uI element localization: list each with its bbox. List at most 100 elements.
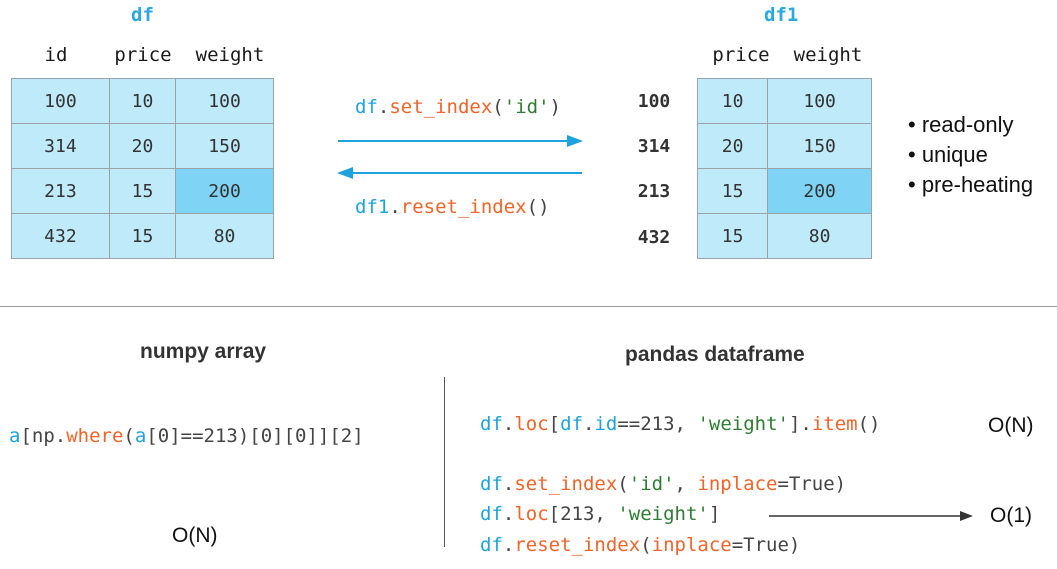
list-item: • read-only	[908, 112, 1014, 137]
code-token: ,	[674, 473, 698, 495]
code-token: df	[480, 503, 503, 525]
df1-col-price: price	[712, 44, 770, 66]
table-cell: 15	[108, 213, 177, 259]
code-token: ()	[526, 196, 550, 218]
transform-arrows	[337, 135, 583, 179]
table-row: 100 10 100	[11, 78, 274, 124]
table-row: 10 100	[696, 78, 872, 124]
df1-index-label: 314	[637, 136, 671, 157]
code-token: [213,	[548, 503, 618, 525]
code-token: loc	[514, 413, 549, 435]
list-item: • pre-heating	[908, 172, 1034, 197]
table-cell: 10	[108, 78, 177, 124]
pandas-line1-complexity: O(N)	[988, 414, 1034, 437]
table-cell: 213	[11, 168, 110, 214]
df1-table: 10 100 20 150 15 200 15 80	[696, 78, 872, 259]
code-token: .	[583, 413, 595, 435]
code-token: item	[811, 413, 858, 435]
code-token: df	[480, 473, 503, 495]
code-token: loc	[514, 503, 549, 525]
table-cell-highlighted: 200	[767, 168, 872, 214]
code-token: (	[123, 425, 135, 447]
code-token: (	[640, 534, 652, 556]
df-col-price: price	[114, 44, 172, 66]
code-token: ==213,	[617, 413, 698, 435]
pandas-line3-complexity: O(1)	[990, 504, 1032, 527]
table-row: 432 15 80	[11, 213, 274, 259]
table-row: 20 150	[696, 123, 872, 169]
df-table: 100 10 100 314 20 150 213 15 200 432 15 …	[11, 78, 274, 259]
df1-title: df1	[764, 4, 799, 26]
df-title: df	[131, 4, 154, 26]
code-token: set_index	[514, 473, 618, 495]
code-token: set_index	[389, 96, 493, 118]
code-token: .	[502, 473, 515, 495]
code-token: .	[502, 503, 515, 525]
numpy-code: a[np.where(a[0]==213)[0][0]][2]	[9, 425, 364, 447]
code-token: ].	[788, 413, 812, 435]
table-cell: 15	[108, 168, 177, 214]
numpy-complexity: O(N)	[172, 524, 218, 547]
code-token: ]	[708, 503, 721, 525]
code-token: df	[560, 413, 584, 435]
code-token: (	[617, 473, 629, 495]
table-row: 15 80	[696, 213, 872, 259]
table-cell: 20	[108, 123, 177, 169]
table-row: 314 20 150	[11, 123, 274, 169]
df-col-weight: weight	[195, 44, 265, 66]
code-token: =True)	[777, 473, 847, 495]
table-cell: 80	[767, 213, 872, 259]
table-cell: 100	[175, 78, 274, 124]
pandas-section-title: pandas dataframe	[625, 343, 805, 366]
code-token: df	[480, 534, 503, 556]
code-token: [	[548, 413, 561, 435]
code-token: id	[594, 413, 618, 435]
complexity-arrow-icon	[769, 511, 973, 521]
list-item: • unique	[908, 142, 988, 167]
df-col-id: id	[44, 44, 68, 66]
table-cell-highlighted: 200	[175, 168, 274, 214]
pandas-code-line-1: df.loc[df.id==213, 'weight'].item()	[480, 413, 881, 435]
code-token: [0]==213)[0][0]][2]	[146, 425, 364, 447]
table-cell: 150	[767, 123, 872, 169]
table-cell: 100	[767, 78, 872, 124]
code-token: .	[502, 413, 515, 435]
code-token: a	[134, 425, 147, 447]
right-arrow-icon	[338, 135, 583, 147]
df1-index-label: 213	[637, 181, 671, 202]
code-token: .	[389, 196, 401, 218]
code-token: 'weight'	[697, 413, 789, 435]
reset-index-label: df1.reset_index()	[355, 196, 550, 218]
code-token: where	[66, 425, 124, 447]
code-token: inplace	[697, 473, 778, 495]
code-token: df1	[355, 196, 390, 218]
table-cell: 100	[11, 78, 110, 124]
code-token: =True)	[731, 534, 801, 556]
pandas-code-line-3: df.loc[213, 'weight']	[480, 503, 720, 525]
pandas-code-line-4: df.reset_index(inplace=True)	[480, 534, 800, 556]
table-cell: 15	[696, 213, 769, 259]
table-row: 213 15 200	[11, 168, 274, 214]
code-token: 'id'	[628, 473, 675, 495]
code-token: .	[377, 96, 390, 118]
code-token: )	[549, 96, 561, 118]
table-cell: 20	[696, 123, 769, 169]
df1-index-label: 432	[637, 227, 671, 248]
code-token: ()	[857, 413, 881, 435]
code-token: .	[502, 534, 515, 556]
code-token: inplace	[651, 534, 732, 556]
code-token: [np.	[20, 425, 67, 447]
table-cell: 432	[11, 213, 110, 259]
code-token: df	[480, 413, 503, 435]
code-token: df	[355, 96, 378, 118]
table-row: 15 200	[696, 168, 872, 214]
code-token: 'id'	[503, 96, 550, 118]
code-token: (	[492, 96, 504, 118]
code-token: a	[9, 425, 21, 447]
left-arrow-icon	[337, 167, 582, 179]
code-token: reset_index	[514, 534, 641, 556]
index-properties-list: • read-only • unique • pre-heating	[908, 110, 1033, 200]
vertical-divider	[444, 377, 445, 547]
horizontal-divider	[0, 306, 1057, 307]
table-cell: 10	[696, 78, 769, 124]
